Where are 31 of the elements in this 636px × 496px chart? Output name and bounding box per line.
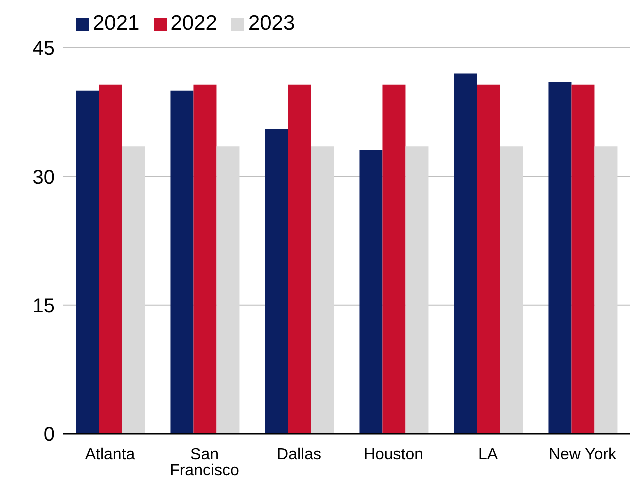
- bar: [572, 84, 595, 434]
- x-tick-label: Atlanta: [85, 446, 136, 464]
- bar: [170, 90, 194, 434]
- bar: [76, 90, 100, 434]
- legend-label: 2022: [170, 12, 218, 36]
- bar: [122, 146, 146, 434]
- legend-label: 2023: [248, 12, 296, 36]
- bar: [382, 84, 406, 434]
- bar: [454, 74, 478, 434]
- bar: [500, 146, 524, 434]
- x-tick-label: Houston: [364, 446, 424, 464]
- bar: [99, 84, 122, 434]
- y-tick-label: 0: [44, 424, 55, 446]
- x-tick-label: Dallas: [277, 446, 322, 464]
- x-tick-label: San Francisco: [170, 446, 240, 480]
- bar: [360, 150, 383, 434]
- y-tick-label: 45: [32, 38, 55, 60]
- bar: [548, 82, 572, 434]
- bar: [288, 84, 312, 434]
- bar: [594, 146, 618, 434]
- y-tick-label: 15: [32, 295, 55, 318]
- bar: [216, 146, 240, 434]
- bar: [477, 84, 500, 434]
- legend-label: 2021: [93, 12, 140, 36]
- bar: [265, 129, 288, 434]
- y-tick-label: 30: [32, 166, 55, 189]
- bar: [311, 146, 334, 434]
- bar: [406, 146, 429, 434]
- x-tick-label: New York: [548, 446, 618, 464]
- x-tick-label: LA: [478, 446, 498, 464]
- bar: [194, 84, 217, 434]
